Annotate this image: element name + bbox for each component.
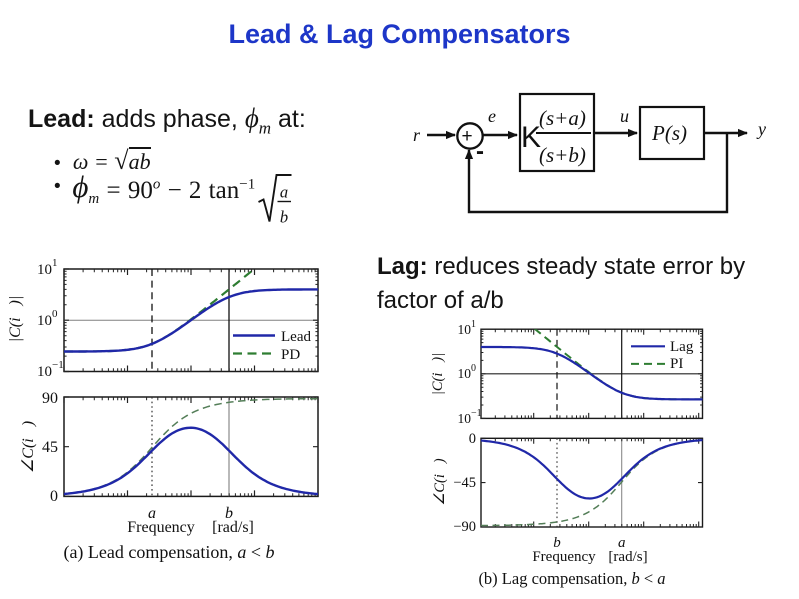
svg-text:[rad/s]: [rad/s] [212,519,254,536]
svg-text:0: 0 [50,488,58,505]
svg-text:∠C(i ): ∠C(i ) [20,421,37,473]
svg-text:45: 45 [42,439,58,456]
svg-text:10: 10 [458,322,472,337]
svg-text:u: u [620,106,629,126]
svg-text:[rad/s]: [rad/s] [608,549,647,565]
svg-text:10: 10 [458,366,472,381]
svg-text:Lag: Lag [670,339,694,355]
svg-text:+: + [462,126,473,147]
svg-text:y: y [756,119,766,139]
svg-text:−1: −1 [471,408,482,419]
svg-text:e: e [488,106,496,126]
svg-text:0: 0 [471,363,476,374]
svg-text:10: 10 [37,313,52,329]
svg-text:10: 10 [37,364,52,380]
svg-text:(s+a): (s+a) [539,106,586,130]
svg-text:1: 1 [471,319,476,330]
svg-text:∠C(i ): ∠C(i ) [432,458,448,505]
svg-text:a: a [618,535,626,551]
svg-text:b: b [553,535,561,551]
svg-text:a: a [148,505,156,522]
svg-text:−45: −45 [453,475,476,491]
svg-text:0: 0 [52,308,58,320]
svg-text:PI: PI [670,356,683,372]
svg-text:90: 90 [42,390,58,407]
svg-text:Frequency: Frequency [127,519,195,536]
svg-text:K: K [521,121,541,154]
svg-text:10: 10 [37,262,52,278]
svg-text:(a) Lead compensation, a < b: (a) Lead compensation, a < b [63,542,274,563]
svg-text:a: a [280,183,288,202]
svg-text:1: 1 [52,257,58,269]
svg-text:-: - [476,138,484,165]
svg-text:10: 10 [458,411,472,426]
svg-text:Lead: Lead [281,329,311,345]
svg-text:(s+b): (s+b) [539,143,586,167]
svg-text:−1: −1 [52,359,64,371]
svg-text:0: 0 [469,431,476,447]
svg-text:|C(i )|: |C(i )| [430,353,446,395]
svg-text:b: b [280,208,288,227]
svg-text:r: r [413,125,421,145]
svg-text:−90: −90 [453,519,476,535]
svg-text:b: b [225,505,233,522]
svg-text:Frequency: Frequency [532,549,596,565]
svg-text:(b) Lag compensation, b < a: (b) Lag compensation, b < a [478,569,665,588]
svg-text:P(s): P(s) [651,121,687,145]
svg-text:|C(i )|: |C(i )| [7,296,24,343]
svg-text:PD: PD [281,347,300,363]
